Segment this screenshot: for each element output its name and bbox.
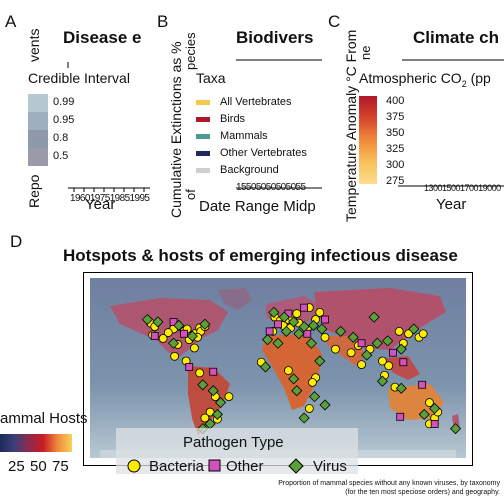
panel-c-letter: C xyxy=(328,12,340,32)
other-point-10 xyxy=(322,316,329,323)
ci-label-2: 0.8 xyxy=(53,132,68,144)
panel-c-ylabel: Temperature Anomaly °C From xyxy=(343,30,359,222)
bacteria-point-57 xyxy=(331,345,339,353)
other-point-5 xyxy=(275,321,282,328)
caption-line-2: (for the ten most speciose orders) and g… xyxy=(345,489,500,496)
panel-b-letter: B xyxy=(157,12,168,32)
ci-swatch-1 xyxy=(28,112,48,130)
taxa-label-0: All Vertebrates xyxy=(220,96,292,108)
bacteria-key xyxy=(128,460,140,472)
mammal-tick-2: 75 xyxy=(52,458,69,475)
bacteria-point-16 xyxy=(171,352,179,360)
other-point-12 xyxy=(389,349,396,356)
bacteria-point-36 xyxy=(293,310,301,318)
bacteria-point-11 xyxy=(164,329,172,337)
bacteria-point-55 xyxy=(358,361,366,369)
other-point-14 xyxy=(419,381,426,388)
mammal-colorbar xyxy=(0,434,72,452)
taxa-label-4: Background xyxy=(220,164,279,176)
panel-b-ylabel: Cumulative Extinctions as % xyxy=(168,41,184,218)
mammal-tick-1: 50 xyxy=(30,458,47,475)
panel-b-axes xyxy=(200,40,322,200)
panel-a-letter: A xyxy=(5,12,16,32)
other-point-15 xyxy=(397,413,404,420)
bacteria-point-45 xyxy=(385,362,393,370)
virus-key xyxy=(289,459,303,473)
legend-label-bacteria: Bacteria xyxy=(149,458,204,475)
co2-tick-4: 300 xyxy=(386,159,404,171)
panel-a-xticks xyxy=(74,188,144,192)
legend-label-other: Other xyxy=(226,458,264,475)
bacteria-point-39 xyxy=(305,404,313,412)
panel-b-ylabel3: of xyxy=(183,189,198,200)
taxa-swatch-1 xyxy=(196,117,210,122)
legend-label-virus: Virus xyxy=(313,458,347,475)
panel-b-legend-title: Taxa xyxy=(196,70,226,86)
taxa-label-3: Other Vertebrates xyxy=(220,147,307,159)
panel-a-xlabel: Year xyxy=(85,196,115,213)
bacteria-point-47 xyxy=(395,327,403,335)
other-key xyxy=(209,460,220,471)
taxa-swatch-3 xyxy=(196,151,210,156)
other-point-13 xyxy=(400,359,407,366)
panel-d-letter: D xyxy=(10,232,22,252)
panel-c-xtick-labels: 13001500170019000 xyxy=(424,183,504,193)
bacteria-point-34 xyxy=(316,308,324,316)
bacteria-point-21 xyxy=(225,393,233,401)
other-point-16 xyxy=(431,420,438,427)
ci-label-1: 0.95 xyxy=(53,114,74,126)
bacteria-point-15 xyxy=(190,344,198,352)
co2-tick-2: 350 xyxy=(386,127,404,139)
mammal-tick-0: 25 xyxy=(8,458,25,475)
other-point-8 xyxy=(266,328,273,335)
panel-d-title: Hotspots & hosts of emerging infectious … xyxy=(63,246,504,266)
bacteria-point-38 xyxy=(308,378,316,386)
other-point-11 xyxy=(358,340,365,347)
co2-title-suffix: (pp xyxy=(467,70,491,86)
taxa-label-1: Birds xyxy=(220,113,245,125)
ci-label-3: 0.5 xyxy=(53,150,68,162)
other-point-4 xyxy=(210,368,217,375)
co2-tick-5: 275 xyxy=(386,175,404,187)
ci-swatch-0 xyxy=(28,94,48,112)
mammal-colorbar-title: ammal Hosts xyxy=(0,410,88,427)
ci-swatch-3 xyxy=(28,148,48,166)
bacteria-point-56 xyxy=(347,349,355,357)
other-point-7 xyxy=(301,304,308,311)
taxa-label-2: Mammals xyxy=(220,130,268,142)
taxa-swatch-0 xyxy=(196,100,210,105)
panel-a-ylabel: Repo xyxy=(26,175,42,208)
ci-swatch-2 xyxy=(28,130,48,148)
other-point-2 xyxy=(186,363,193,370)
other-point-0 xyxy=(151,333,158,340)
panel-b-ylabel2: pecies xyxy=(183,32,198,70)
panel-b-xlabel: Date Range Midp xyxy=(199,198,323,215)
co2-tick-0: 400 xyxy=(386,95,404,107)
panel-c-xlabel: Year xyxy=(436,196,466,213)
taxa-swatch-4 xyxy=(196,168,210,173)
caption-line-1: Proportion of mammal species without any… xyxy=(278,480,500,487)
panel-c-ylabel2: ne xyxy=(358,46,373,60)
co2-title-text: Atmospheric CO xyxy=(359,70,462,86)
bacteria-point-18 xyxy=(196,369,204,377)
ci-label-0: 0.99 xyxy=(53,96,74,108)
other-point-3 xyxy=(181,330,188,337)
bacteria-point-49 xyxy=(419,330,427,338)
bacteria-point-58 xyxy=(321,333,329,341)
co2-tick-3: 325 xyxy=(386,143,404,155)
panel-a-ylabel-top: vents xyxy=(26,29,42,62)
taxa-swatch-2 xyxy=(196,134,210,139)
panel-a-legend-title: Credible Interval xyxy=(28,70,130,86)
pathogen-legend-title: Pathogen Type xyxy=(183,434,284,451)
co2-tick-1: 375 xyxy=(386,111,404,123)
panel-b-xtick-labels: 15505050505055 xyxy=(236,182,320,193)
panel-c-legend-title: Atmospheric CO2 (pp xyxy=(359,70,504,89)
bacteria-point-41 xyxy=(284,367,292,375)
co2-colorbar xyxy=(359,96,377,184)
